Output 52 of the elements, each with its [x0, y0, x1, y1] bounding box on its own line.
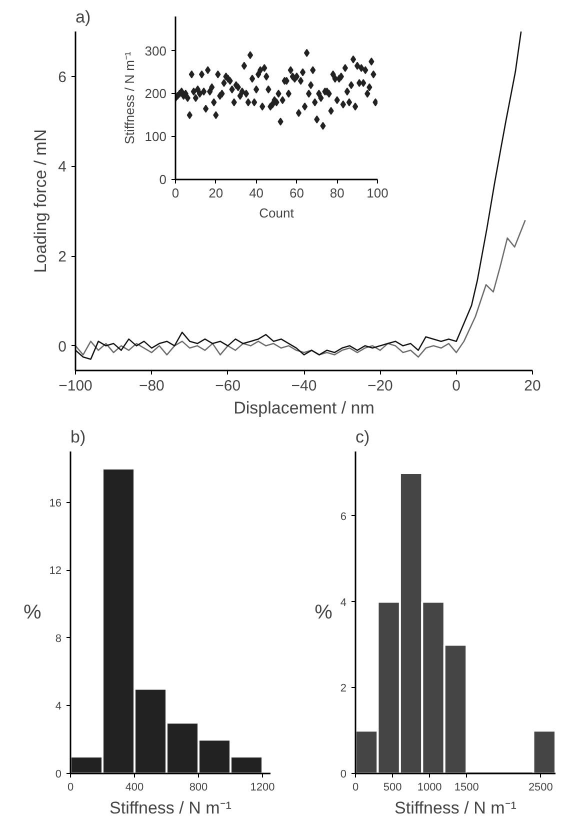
y-tick-label: 4	[55, 700, 62, 713]
chart-title: c)	[356, 428, 370, 446]
x-tick-label: 80	[330, 186, 344, 200]
x-axis-title: Count	[259, 206, 294, 220]
y-tick-label: 2	[58, 248, 66, 266]
x-tick-label: 0	[67, 782, 74, 794]
y-tick-label: 300	[144, 43, 167, 58]
x-tick-label: 40	[249, 186, 264, 200]
x-tick-label: 60	[289, 186, 304, 200]
x-axis-title: Stiffness / N m⁻¹	[110, 798, 232, 818]
x-tick-label: 800	[189, 782, 208, 794]
x-tick-label: −100	[58, 378, 92, 394]
x-tick-label: 20	[524, 378, 541, 394]
y-tick-label: 16	[49, 497, 62, 510]
y-tick-label: 0	[340, 768, 347, 780]
y-tick-label: 0	[58, 338, 66, 356]
x-tick-label: 1200	[250, 782, 275, 794]
x-tick-label: −80	[138, 378, 164, 394]
x-tick-label: 500	[383, 782, 402, 794]
x-tick-label: −40	[291, 378, 317, 394]
line-series	[76, 32, 522, 360]
x-tick-label: 20	[208, 186, 224, 200]
x-tick-label: 0	[452, 378, 461, 394]
y-tick-label: 200	[144, 86, 167, 102]
y-tick-label: 6	[340, 510, 347, 523]
y-tick-label: 100	[144, 129, 167, 144]
y-tick-label: 4	[340, 596, 347, 609]
y-tick-label: 8	[55, 632, 62, 645]
y-axis-title: %	[23, 602, 42, 624]
y-tick-label: 4	[58, 158, 66, 176]
x-tick-label: 100	[366, 186, 388, 200]
chart-title: b)	[70, 428, 86, 446]
y-tick-label: 0	[55, 768, 62, 780]
x-tick-label: −20	[367, 378, 393, 394]
y-tick-label: 6	[58, 68, 66, 86]
x-tick-label: 0	[172, 186, 180, 200]
y-tick-label: 2	[340, 682, 347, 695]
x-axis-title: Displacement / nm	[234, 398, 374, 418]
x-tick-label: −60	[215, 378, 241, 394]
y-axis-title: Stiffness / N m⁻¹	[122, 51, 137, 144]
x-tick-label: 0	[352, 782, 359, 794]
x-tick-label: 2500	[528, 782, 553, 794]
x-tick-label: 1500	[454, 782, 479, 794]
y-axis-title: %	[314, 602, 333, 624]
y-tick-label: 12	[49, 565, 62, 578]
y-tick-label: 0	[159, 172, 167, 187]
x-tick-label: 1000	[417, 782, 442, 794]
x-tick-label: 400	[125, 782, 144, 794]
line-series	[76, 219, 526, 358]
chart-title: a)	[76, 8, 91, 26]
x-axis-title: Stiffness / N m⁻¹	[394, 798, 517, 818]
y-axis-title: Loading force / mN	[31, 129, 50, 273]
